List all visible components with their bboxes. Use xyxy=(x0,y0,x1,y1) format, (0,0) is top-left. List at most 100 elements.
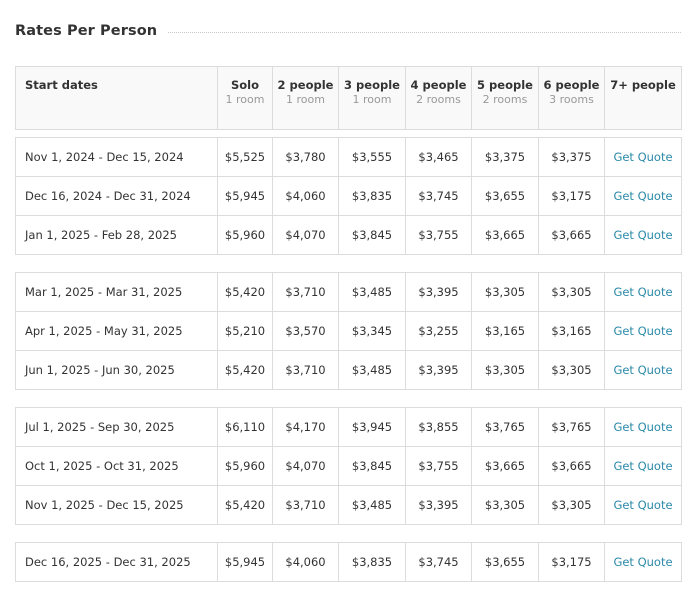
price-cell: $3,255 xyxy=(405,311,472,351)
price-cell: $3,555 xyxy=(338,137,406,177)
column-header-start-dates: Start dates xyxy=(15,66,218,130)
date-range-cell: Apr 1, 2025 - May 31, 2025 xyxy=(15,311,218,351)
price-cell: $3,175 xyxy=(538,542,605,582)
price-cell: $3,375 xyxy=(471,137,539,177)
column-header-rooms: 2 rooms xyxy=(416,93,461,106)
price-cell: $3,165 xyxy=(538,311,605,351)
get-quote-link[interactable]: Get Quote xyxy=(604,446,682,486)
date-range-cell: Jan 1, 2025 - Feb 28, 2025 xyxy=(15,215,218,255)
date-range-cell: Jun 1, 2025 - Jun 30, 2025 xyxy=(15,350,218,390)
price-cell: $3,665 xyxy=(538,215,605,255)
rates-header-table: Start dates Solo 1 room 2 people 1 room … xyxy=(15,66,682,130)
column-header-4-people: 4 people 2 rooms xyxy=(405,66,472,130)
rates-group-table: Mar 1, 2025 - Mar 31, 2025 $5,420 $3,710… xyxy=(15,272,682,390)
column-header-6-people: 6 people 3 rooms xyxy=(538,66,605,130)
price-cell: $3,305 xyxy=(538,485,605,525)
price-cell: $3,765 xyxy=(471,407,539,447)
column-header-rooms: 1 room xyxy=(286,93,325,106)
price-cell: $3,835 xyxy=(338,542,406,582)
rates-group-table: Dec 16, 2025 - Dec 31, 2025 $5,945 $4,06… xyxy=(15,542,682,582)
price-cell: $3,765 xyxy=(538,407,605,447)
column-header-label: 5 people xyxy=(477,78,533,92)
price-cell: $4,170 xyxy=(272,407,339,447)
column-header-label: 6 people xyxy=(543,78,600,92)
price-cell: $3,655 xyxy=(471,176,539,216)
price-cell: $5,210 xyxy=(217,311,273,351)
price-cell: $5,945 xyxy=(217,542,273,582)
price-cell: $4,070 xyxy=(272,446,339,486)
price-cell: $3,755 xyxy=(405,215,472,255)
column-header-label: 2 people xyxy=(277,78,334,92)
column-header-2-people: 2 people 1 room xyxy=(272,66,339,130)
table-row: Dec 16, 2025 - Dec 31, 2025 $5,945 $4,06… xyxy=(15,542,682,582)
table-row: Jun 1, 2025 - Jun 30, 2025 $5,420 $3,710… xyxy=(15,350,682,390)
rates-group-table: Nov 1, 2024 - Dec 15, 2024 $5,525 $3,780… xyxy=(15,137,682,255)
section-divider xyxy=(168,31,681,33)
get-quote-link[interactable]: Get Quote xyxy=(604,485,682,525)
get-quote-link[interactable]: Get Quote xyxy=(604,137,682,177)
date-range-cell: Mar 1, 2025 - Mar 31, 2025 xyxy=(15,272,218,312)
date-range-cell: Oct 1, 2025 - Oct 31, 2025 xyxy=(15,446,218,486)
price-cell: $3,845 xyxy=(338,446,406,486)
price-cell: $3,570 xyxy=(272,311,339,351)
date-range-cell: Nov 1, 2024 - Dec 15, 2024 xyxy=(15,137,218,177)
price-cell: $5,960 xyxy=(217,446,273,486)
get-quote-link[interactable]: Get Quote xyxy=(604,350,682,390)
table-row: Dec 16, 2024 - Dec 31, 2024 $5,945 $4,06… xyxy=(15,176,682,216)
get-quote-link[interactable]: Get Quote xyxy=(604,176,682,216)
price-cell: $3,710 xyxy=(272,485,339,525)
price-cell: $3,395 xyxy=(405,272,472,312)
date-range-cell: Nov 1, 2025 - Dec 15, 2025 xyxy=(15,485,218,525)
price-cell: $3,655 xyxy=(471,542,539,582)
price-cell: $5,420 xyxy=(217,350,273,390)
column-header-rooms: 2 rooms xyxy=(482,93,528,106)
column-header-3-people: 3 people 1 room xyxy=(338,66,406,130)
price-cell: $4,060 xyxy=(272,542,339,582)
price-cell: $3,745 xyxy=(405,542,472,582)
table-row: Jan 1, 2025 - Feb 28, 2025 $5,960 $4,070… xyxy=(15,215,682,255)
column-header-label: 3 people xyxy=(344,78,400,92)
price-cell: $5,960 xyxy=(217,215,273,255)
price-cell: $5,525 xyxy=(217,137,273,177)
section-title: Rates Per Person xyxy=(15,23,158,39)
column-header-rooms: 1 room xyxy=(225,93,265,106)
column-header-rooms: 3 rooms xyxy=(549,93,594,106)
price-cell: $3,710 xyxy=(272,350,339,390)
price-cell: $3,835 xyxy=(338,176,406,216)
price-cell: $3,755 xyxy=(405,446,472,486)
price-cell: $3,395 xyxy=(405,350,472,390)
price-cell: $3,175 xyxy=(538,176,605,216)
price-cell: $3,665 xyxy=(471,446,539,486)
price-cell: $3,485 xyxy=(338,350,406,390)
header-row: Start dates Solo 1 room 2 people 1 room … xyxy=(15,66,682,130)
price-cell: $3,305 xyxy=(538,350,605,390)
price-cell: $3,780 xyxy=(272,137,339,177)
section-header: Rates Per Person xyxy=(15,19,681,43)
table-row: Jul 1, 2025 - Sep 30, 2025 $6,110 $4,170… xyxy=(15,407,682,447)
get-quote-link[interactable]: Get Quote xyxy=(604,311,682,351)
rates-group-table: Jul 1, 2025 - Sep 30, 2025 $6,110 $4,170… xyxy=(15,407,682,525)
price-cell: $5,420 xyxy=(217,272,273,312)
price-cell: $3,855 xyxy=(405,407,472,447)
price-cell: $3,395 xyxy=(405,485,472,525)
price-cell: $6,110 xyxy=(217,407,273,447)
column-header-5-people: 5 people 2 rooms xyxy=(471,66,539,130)
price-cell: $3,305 xyxy=(471,485,539,525)
price-cell: $3,485 xyxy=(338,272,406,312)
get-quote-link[interactable]: Get Quote xyxy=(604,407,682,447)
price-cell: $3,665 xyxy=(538,446,605,486)
price-cell: $3,345 xyxy=(338,311,406,351)
price-cell: $5,945 xyxy=(217,176,273,216)
column-header-label: 7+ people xyxy=(610,78,676,92)
get-quote-link[interactable]: Get Quote xyxy=(604,542,682,582)
price-cell: $3,745 xyxy=(405,176,472,216)
column-header-7-plus-people: 7+ people xyxy=(604,66,682,130)
column-header-label: 4 people xyxy=(410,78,467,92)
table-row: Apr 1, 2025 - May 31, 2025 $5,210 $3,570… xyxy=(15,311,682,351)
get-quote-link[interactable]: Get Quote xyxy=(604,272,682,312)
price-cell: $5,420 xyxy=(217,485,273,525)
price-cell: $3,305 xyxy=(471,350,539,390)
column-header-solo: Solo 1 room xyxy=(217,66,273,130)
price-cell: $3,305 xyxy=(471,272,539,312)
get-quote-link[interactable]: Get Quote xyxy=(604,215,682,255)
